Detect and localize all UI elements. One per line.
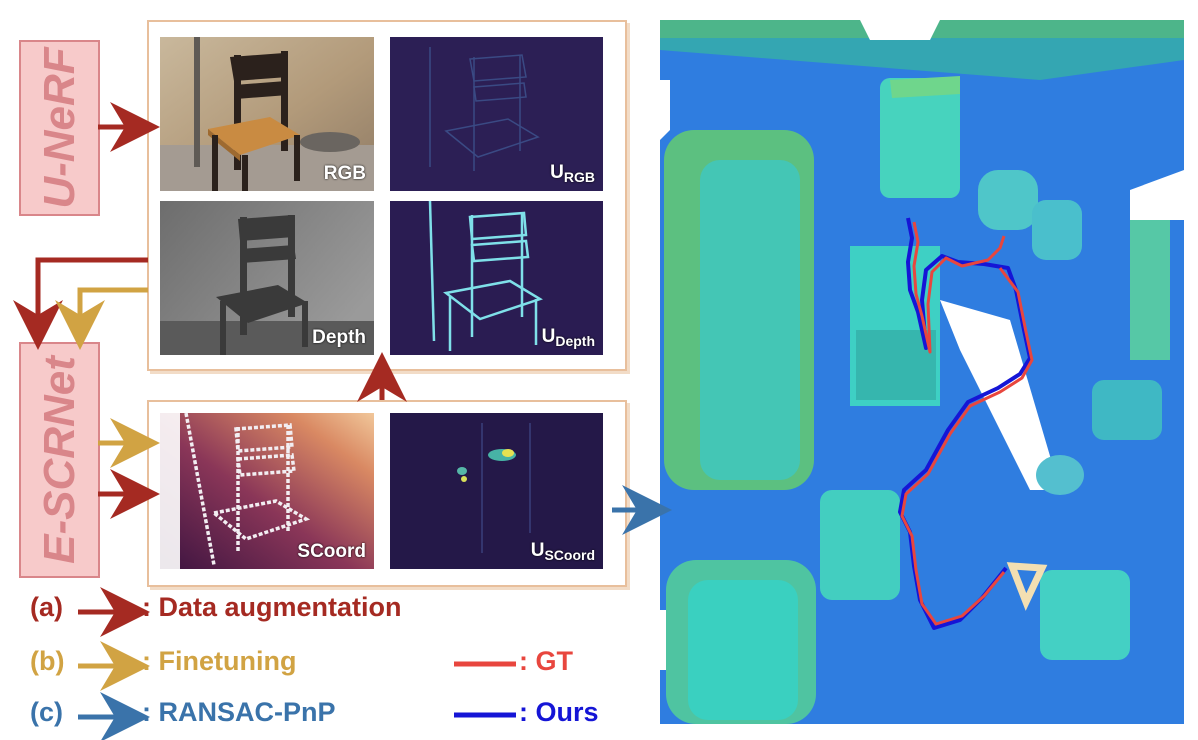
legend-b-label: (b) (30, 646, 64, 677)
legend-c-text: : RANSAC-PnP (142, 697, 336, 727)
scoord-panel: SCoord (160, 413, 374, 569)
legend-a-tag: (a) (30, 592, 63, 622)
u-rgb-label: URGB (550, 162, 595, 185)
legend-b-text: : Finetuning (142, 646, 297, 676)
u-rgb-panel: URGB (390, 37, 603, 191)
rgb-label: RGB (323, 163, 366, 184)
legend-ours-text: : Ours (519, 697, 599, 727)
rgb-image (160, 37, 374, 191)
depth-panel: Depth (160, 201, 374, 355)
u-nerf-label-box: U-NeRF (19, 40, 100, 216)
arrow-finetune-to-escrnet (55, 287, 148, 350)
arrow-depth-to-escrnet (13, 257, 148, 350)
u-scoord-label: USCoord (530, 540, 595, 563)
u-depth-panel: UDepth (390, 201, 603, 355)
depth-label: Depth (312, 327, 366, 348)
u-scoord-image (390, 413, 603, 569)
rgb-panel: RGB (160, 37, 374, 191)
trajectory-gt (900, 221, 1034, 626)
legend-c-tag: (c) (30, 697, 63, 727)
legend-a-text: : Data augmentation (142, 592, 402, 622)
u-rgb-image (390, 37, 603, 191)
scoord-image (160, 413, 374, 569)
u-depth-label: UDepth (541, 326, 595, 349)
u-scoord-panel: USCoord (390, 413, 603, 569)
legend-a-label: (a) (30, 592, 63, 623)
depth-image (160, 201, 374, 355)
scoord-label: SCoord (297, 541, 366, 562)
u-depth-image (390, 201, 603, 355)
legend-c-label: (c) (30, 697, 63, 728)
e-scrnet-label-box: E-SCRNet (19, 342, 100, 578)
legend-b-tag: (b) (30, 646, 65, 676)
legend-gt-text: : GT (519, 646, 573, 676)
